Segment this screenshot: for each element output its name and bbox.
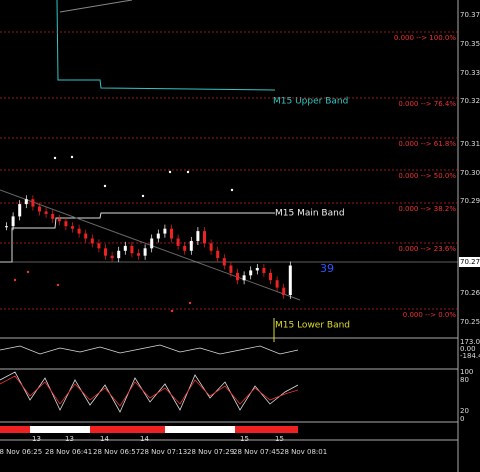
candle xyxy=(255,267,259,271)
dots xyxy=(13,155,234,313)
strip-label: 14 xyxy=(140,435,149,443)
candle xyxy=(282,287,286,295)
indicator-label: 0.00 xyxy=(460,345,476,353)
candle xyxy=(130,245,134,254)
indicator-label: 80 xyxy=(460,376,469,384)
candle xyxy=(44,211,48,214)
candle xyxy=(137,253,140,256)
indicator-label: -184.4 xyxy=(460,352,480,360)
candle xyxy=(203,231,206,244)
time-label: 28 Nov 06:41 xyxy=(45,448,92,456)
counter: 39 xyxy=(320,262,334,275)
band-label: M15 Main Band xyxy=(275,209,345,219)
time-label: 28 Nov 07:13 xyxy=(140,448,187,456)
strip-label: 15 xyxy=(240,435,249,443)
indicator-label: 0 xyxy=(460,415,464,423)
candle xyxy=(236,272,239,281)
candle xyxy=(110,255,114,259)
candle xyxy=(242,275,246,281)
candle xyxy=(104,248,107,256)
candle xyxy=(262,267,266,273)
price-label: 70.375 xyxy=(460,11,480,19)
upper-band xyxy=(56,0,276,91)
fib-label: 0.000 --> 0.0% xyxy=(403,311,457,319)
indicator-label: 20 xyxy=(460,407,469,415)
candle xyxy=(57,218,61,222)
candle xyxy=(189,240,193,251)
price-label: 70.35 xyxy=(460,40,480,48)
candle xyxy=(97,243,101,249)
strip-label: 14 xyxy=(100,435,109,443)
candle xyxy=(123,245,127,251)
price-label: 70.25 xyxy=(460,318,480,326)
candle xyxy=(156,233,160,239)
price-label: 70.305 xyxy=(460,169,480,177)
candle xyxy=(269,272,272,281)
fib-label: 0.000 --> 38.2% xyxy=(398,205,456,213)
candle xyxy=(229,265,233,273)
band-label: M15 Upper Band xyxy=(273,97,348,107)
candle xyxy=(196,231,200,241)
candle xyxy=(117,250,121,259)
candle xyxy=(18,204,22,217)
time-label: 28 Nov 06:25 xyxy=(0,448,42,456)
candle xyxy=(170,228,173,239)
strip-label: 15 xyxy=(275,435,284,443)
candle xyxy=(249,270,253,276)
price-label: 70.29 xyxy=(460,197,480,205)
candle xyxy=(183,245,187,251)
price-label: 70.315 xyxy=(460,140,480,148)
candle xyxy=(209,243,213,251)
indicator-label: 100 xyxy=(460,368,473,376)
indicator-line xyxy=(0,344,299,355)
time-label: 28 Nov 08:01 xyxy=(280,448,327,456)
time-label: 28 Nov 06:57 xyxy=(93,448,140,456)
fib-label: 0.000 --> 23.6% xyxy=(398,245,456,253)
strip-label: 13 xyxy=(65,435,74,443)
candle xyxy=(222,258,226,266)
candle xyxy=(275,280,279,288)
price-highlight xyxy=(459,257,480,267)
time-label: 28 Nov 07:45 xyxy=(233,448,280,456)
candle xyxy=(71,226,74,229)
candle xyxy=(5,226,8,228)
fib-label: 0.000 --> 76.4% xyxy=(398,100,456,108)
candle xyxy=(24,199,28,205)
strip xyxy=(0,426,298,433)
candle xyxy=(64,221,68,227)
candle xyxy=(31,199,35,207)
candle xyxy=(150,238,154,249)
candle xyxy=(90,238,94,244)
candle xyxy=(176,238,180,246)
candle xyxy=(77,228,81,234)
candle xyxy=(288,265,292,295)
trend-line xyxy=(59,0,133,13)
trend-line xyxy=(0,189,301,301)
candle xyxy=(163,228,167,234)
time-label: 28 Nov 07:29 xyxy=(187,448,234,456)
fib-label: 0.000 --> 50.0% xyxy=(398,172,456,180)
candle xyxy=(51,213,55,219)
candle xyxy=(38,206,41,212)
price-label: 70.32 xyxy=(460,97,480,105)
candle xyxy=(216,250,220,259)
band-label: M15 Lower Band xyxy=(275,321,350,331)
main-band xyxy=(0,212,275,263)
fib-label: 0.000 --> 100.0% xyxy=(394,34,456,42)
price-label: 70.335 xyxy=(460,69,480,77)
price-label: 70.26 xyxy=(460,289,480,297)
candle xyxy=(11,216,15,227)
fib-label: 0.000 --> 61.8% xyxy=(398,140,456,148)
candle xyxy=(143,248,147,256)
oscillator-signal xyxy=(0,375,299,407)
indicator-label: 173.03 xyxy=(460,338,480,346)
candle xyxy=(84,233,88,239)
strip-label: 13 xyxy=(32,435,41,443)
price-label: 70.279 xyxy=(460,258,480,266)
